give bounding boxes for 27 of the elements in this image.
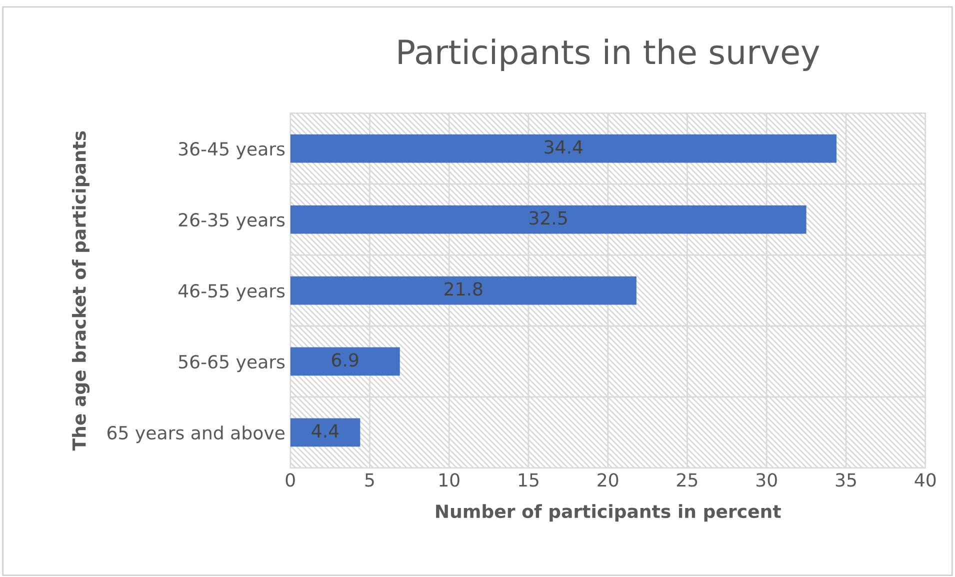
bar bbox=[290, 134, 836, 163]
y-tick-label: 26-35 years bbox=[178, 213, 285, 230]
x-tick-label: 35 bbox=[836, 473, 856, 487]
y-axis-title: The age bracket of participants bbox=[72, 131, 90, 451]
y-tick-label: 56-65 years bbox=[178, 354, 285, 372]
bar bbox=[290, 276, 636, 305]
x-tick-label: 5 bbox=[365, 473, 374, 487]
x-tick-label: 15 bbox=[518, 473, 538, 487]
data-label: 21.8 bbox=[444, 282, 482, 296]
y-tick-label: 36-45 years bbox=[178, 142, 285, 160]
x-tick-label: 40 bbox=[914, 473, 936, 487]
data-label: 6.9 bbox=[332, 353, 358, 367]
chart-title: Participants in the survey bbox=[398, 38, 820, 71]
data-label: 34.4 bbox=[544, 140, 582, 154]
x-tick-label: 20 bbox=[598, 473, 618, 487]
data-label: 32.5 bbox=[530, 211, 567, 225]
bar bbox=[290, 347, 400, 376]
x-tick-label: 0 bbox=[286, 473, 295, 487]
y-tick-label: 65 years and above bbox=[108, 426, 284, 444]
bar bbox=[290, 418, 360, 447]
data-label: 4.4 bbox=[312, 424, 339, 438]
x-tick-label: 30 bbox=[756, 473, 777, 487]
x-tick-label: 10 bbox=[440, 473, 460, 487]
x-axis-title: Number of participants in percent bbox=[436, 504, 781, 522]
bar bbox=[290, 205, 806, 234]
y-tick-label: 46-55 years bbox=[178, 284, 285, 302]
x-tick-label: 25 bbox=[677, 473, 698, 487]
